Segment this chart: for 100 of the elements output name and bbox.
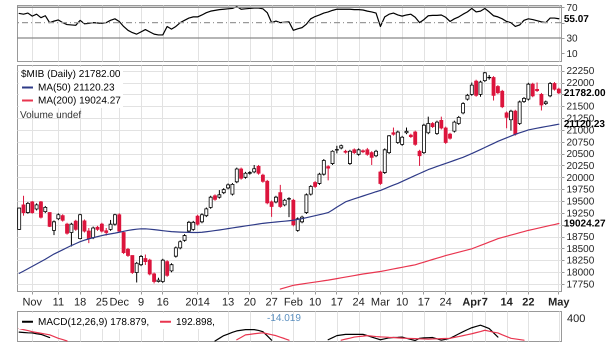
candlestick <box>452 120 456 134</box>
candlestick <box>122 230 126 255</box>
x-tick-label: 10 <box>396 296 408 308</box>
candlestick <box>100 222 104 233</box>
annotation: 19024.27 <box>564 218 606 230</box>
legend-label: MA(200) 19024.27 <box>38 96 122 106</box>
x-tick-label: 20 <box>244 296 256 308</box>
x-tick-label: Dec <box>109 296 130 308</box>
candlestick <box>500 89 504 109</box>
x-tick-label: Feb <box>284 296 303 308</box>
candlestick <box>117 212 122 233</box>
candlestick <box>396 130 400 144</box>
candlestick <box>239 167 244 180</box>
x-tick-label: Mar <box>370 296 390 308</box>
candlestick <box>22 195 26 216</box>
candlestick <box>170 262 174 273</box>
x-tick-label: 13 <box>222 296 234 308</box>
x-tick-label: 14 <box>500 296 514 308</box>
candlestick <box>378 170 382 186</box>
candlestick <box>112 213 117 226</box>
x-tick-label: 16 <box>156 296 169 308</box>
candlestick <box>186 220 191 233</box>
x-tick-label: 18 <box>74 296 86 308</box>
y-tick-label: 20250 <box>566 160 595 172</box>
x-tick-label: 27 <box>265 296 278 308</box>
candlestick <box>265 179 270 205</box>
candlestick <box>160 258 165 284</box>
candlestick <box>326 164 330 181</box>
candlestick <box>509 109 513 132</box>
candlestick <box>30 200 34 214</box>
x-tick-label: Apr <box>462 296 482 308</box>
line-series <box>18 124 560 274</box>
candlestick <box>470 82 474 96</box>
legend-label: MACD(12,26,9) 178.879, <box>38 316 150 328</box>
x-tick-label: 24 <box>440 296 452 308</box>
candlestick <box>304 192 308 215</box>
line-series <box>280 222 560 290</box>
x-tick-label: Nov <box>22 296 43 308</box>
candlestick <box>308 184 313 196</box>
legend-title: $MIB (Daily) 21782.00 <box>21 69 121 80</box>
candlestick <box>548 82 552 98</box>
x-tick-label: 17 <box>418 296 430 308</box>
candlestick <box>191 220 196 232</box>
candlestick <box>78 213 82 240</box>
x-tick-label: 24 <box>352 296 365 308</box>
candlestick <box>69 222 74 247</box>
candlestick <box>539 92 544 111</box>
candlestick <box>17 207 22 230</box>
candlestick <box>165 260 170 278</box>
candlestick <box>413 130 418 146</box>
y-tick-label: 22250 <box>566 66 595 78</box>
x-tick-label: 25 <box>96 296 108 308</box>
x-tick-label: 9 <box>138 296 144 308</box>
x-tick-label: 10 <box>308 296 322 308</box>
x-tick-label: 2014 <box>185 296 210 308</box>
candlestick <box>370 150 374 166</box>
text: -14.019 <box>267 313 302 324</box>
legend-label: 192.898, <box>176 316 215 328</box>
y-tick-label: 20500 <box>566 149 595 160</box>
y-tick-label: 18000 <box>566 268 595 279</box>
candlestick <box>26 201 30 214</box>
y-tick-label: 19250 <box>566 208 595 220</box>
candlestick <box>91 226 96 240</box>
candlestick <box>287 196 291 218</box>
annotation: 21782.00 <box>564 88 606 99</box>
candlestick <box>418 149 422 166</box>
x-tick-label: 22 <box>522 296 534 308</box>
y-tick-label: 10 <box>566 48 578 60</box>
candlestick <box>52 220 56 236</box>
candlestick <box>234 167 239 184</box>
candlestick <box>474 79 478 98</box>
y-tick-label: 18250 <box>566 256 595 267</box>
candlestick <box>482 71 487 83</box>
candlestick <box>348 149 352 166</box>
y-tick-label: 19500 <box>566 196 595 208</box>
y-tick-label: 22000 <box>566 78 595 90</box>
candlestick <box>65 222 69 236</box>
candlestick <box>330 150 334 166</box>
candlestick <box>196 214 200 226</box>
line-series <box>18 6 560 36</box>
candlestick <box>435 120 439 136</box>
y-tick-label: 18500 <box>566 244 595 255</box>
y-tick-label: 20750 <box>566 137 595 148</box>
y-tick-label: 18750 <box>566 232 595 244</box>
y-tick-label: 17750 <box>566 279 595 290</box>
candlestick <box>518 100 522 126</box>
annotation: Volume undef <box>20 110 82 121</box>
candlestick <box>200 212 204 224</box>
y-tick-label: 21500 <box>566 102 595 113</box>
candlestick <box>461 102 466 115</box>
candlestick <box>478 80 482 98</box>
y-tick-label: 30 <box>566 33 578 44</box>
candlestick <box>39 200 43 220</box>
x-tick-label: 11 <box>52 296 64 308</box>
candlestick <box>48 212 52 228</box>
text: 400 <box>567 313 586 325</box>
candlestick <box>535 82 539 93</box>
x-tick-label: May <box>548 296 570 308</box>
candlestick <box>504 110 509 129</box>
legend-label: MA(50) 21120.23 <box>38 82 115 94</box>
